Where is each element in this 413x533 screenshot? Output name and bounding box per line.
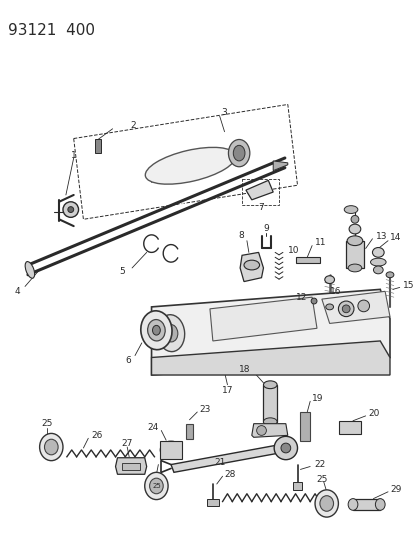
Text: 21: 21 bbox=[214, 458, 225, 467]
Ellipse shape bbox=[324, 276, 334, 284]
Ellipse shape bbox=[350, 215, 358, 223]
Ellipse shape bbox=[44, 439, 58, 455]
Ellipse shape bbox=[344, 206, 357, 213]
Ellipse shape bbox=[347, 264, 361, 272]
Text: 7: 7 bbox=[258, 203, 264, 212]
Text: 20: 20 bbox=[368, 409, 379, 418]
Bar bbox=[292, 482, 301, 490]
Ellipse shape bbox=[152, 325, 160, 335]
Ellipse shape bbox=[149, 478, 163, 494]
Ellipse shape bbox=[385, 272, 393, 278]
Circle shape bbox=[256, 426, 266, 435]
Polygon shape bbox=[273, 161, 287, 171]
Ellipse shape bbox=[25, 262, 35, 278]
Bar bbox=[206, 498, 218, 506]
Text: 93121  400: 93121 400 bbox=[8, 23, 95, 38]
Text: 4: 4 bbox=[14, 287, 20, 296]
Text: 25: 25 bbox=[42, 419, 53, 428]
Text: 6: 6 bbox=[125, 356, 131, 365]
Bar bbox=[300, 412, 309, 441]
Ellipse shape bbox=[233, 146, 244, 161]
Text: 5: 5 bbox=[119, 268, 125, 276]
Text: 28: 28 bbox=[224, 470, 235, 479]
Ellipse shape bbox=[147, 320, 165, 341]
Bar bbox=[160, 441, 181, 459]
Ellipse shape bbox=[145, 472, 168, 499]
Ellipse shape bbox=[347, 498, 357, 510]
Circle shape bbox=[337, 301, 353, 317]
Ellipse shape bbox=[164, 325, 178, 342]
Bar bbox=[263, 385, 276, 422]
Text: 12: 12 bbox=[295, 293, 306, 302]
Bar bbox=[95, 140, 101, 153]
Text: 13: 13 bbox=[375, 232, 387, 241]
Ellipse shape bbox=[228, 140, 249, 167]
Text: 24: 24 bbox=[147, 423, 158, 432]
Ellipse shape bbox=[372, 247, 383, 257]
Text: 19: 19 bbox=[311, 394, 323, 403]
Polygon shape bbox=[321, 292, 389, 324]
Text: 2: 2 bbox=[130, 122, 135, 131]
Ellipse shape bbox=[164, 445, 178, 455]
Bar bbox=[122, 463, 140, 471]
Text: 1: 1 bbox=[71, 150, 76, 159]
Text: 18: 18 bbox=[239, 365, 250, 374]
Ellipse shape bbox=[325, 304, 333, 310]
Polygon shape bbox=[171, 443, 290, 472]
Text: 27: 27 bbox=[121, 439, 133, 448]
Ellipse shape bbox=[263, 381, 276, 389]
Text: 25: 25 bbox=[152, 483, 160, 489]
Circle shape bbox=[342, 305, 349, 313]
Text: 11: 11 bbox=[314, 238, 326, 247]
Ellipse shape bbox=[373, 266, 382, 274]
Bar bbox=[352, 498, 379, 510]
Ellipse shape bbox=[157, 314, 184, 352]
Text: 23: 23 bbox=[199, 405, 210, 414]
Text: 9: 9 bbox=[263, 223, 268, 232]
Ellipse shape bbox=[263, 418, 276, 426]
Text: 8: 8 bbox=[237, 231, 243, 240]
Polygon shape bbox=[240, 253, 263, 281]
Ellipse shape bbox=[160, 441, 181, 459]
Circle shape bbox=[273, 437, 297, 459]
Text: 3: 3 bbox=[221, 108, 227, 117]
Text: 14: 14 bbox=[389, 233, 400, 243]
Circle shape bbox=[357, 300, 369, 312]
Ellipse shape bbox=[40, 433, 63, 461]
Ellipse shape bbox=[145, 148, 235, 184]
Bar bbox=[185, 424, 193, 439]
Text: 10: 10 bbox=[287, 246, 299, 255]
Polygon shape bbox=[151, 289, 389, 375]
Circle shape bbox=[280, 443, 290, 453]
Text: 22: 22 bbox=[313, 460, 325, 469]
Polygon shape bbox=[209, 297, 316, 341]
Circle shape bbox=[63, 202, 78, 217]
Text: 16: 16 bbox=[329, 287, 340, 296]
Polygon shape bbox=[151, 341, 389, 375]
Text: 29: 29 bbox=[389, 486, 400, 494]
Bar bbox=[339, 421, 360, 434]
Polygon shape bbox=[245, 180, 273, 200]
Ellipse shape bbox=[370, 258, 385, 266]
Bar bbox=[242, 180, 278, 205]
Text: 25: 25 bbox=[316, 475, 327, 483]
Circle shape bbox=[68, 207, 74, 213]
Bar bbox=[295, 257, 319, 263]
Polygon shape bbox=[115, 458, 146, 474]
Ellipse shape bbox=[243, 260, 259, 270]
Ellipse shape bbox=[140, 311, 171, 350]
Ellipse shape bbox=[375, 498, 384, 510]
Text: 15: 15 bbox=[402, 281, 413, 290]
Bar bbox=[345, 241, 363, 268]
Polygon shape bbox=[251, 424, 287, 437]
Ellipse shape bbox=[319, 496, 333, 511]
Ellipse shape bbox=[348, 224, 360, 234]
Text: 17: 17 bbox=[221, 386, 233, 395]
Text: 26: 26 bbox=[91, 431, 102, 440]
Ellipse shape bbox=[314, 490, 337, 517]
Ellipse shape bbox=[347, 236, 362, 246]
Ellipse shape bbox=[311, 298, 316, 304]
